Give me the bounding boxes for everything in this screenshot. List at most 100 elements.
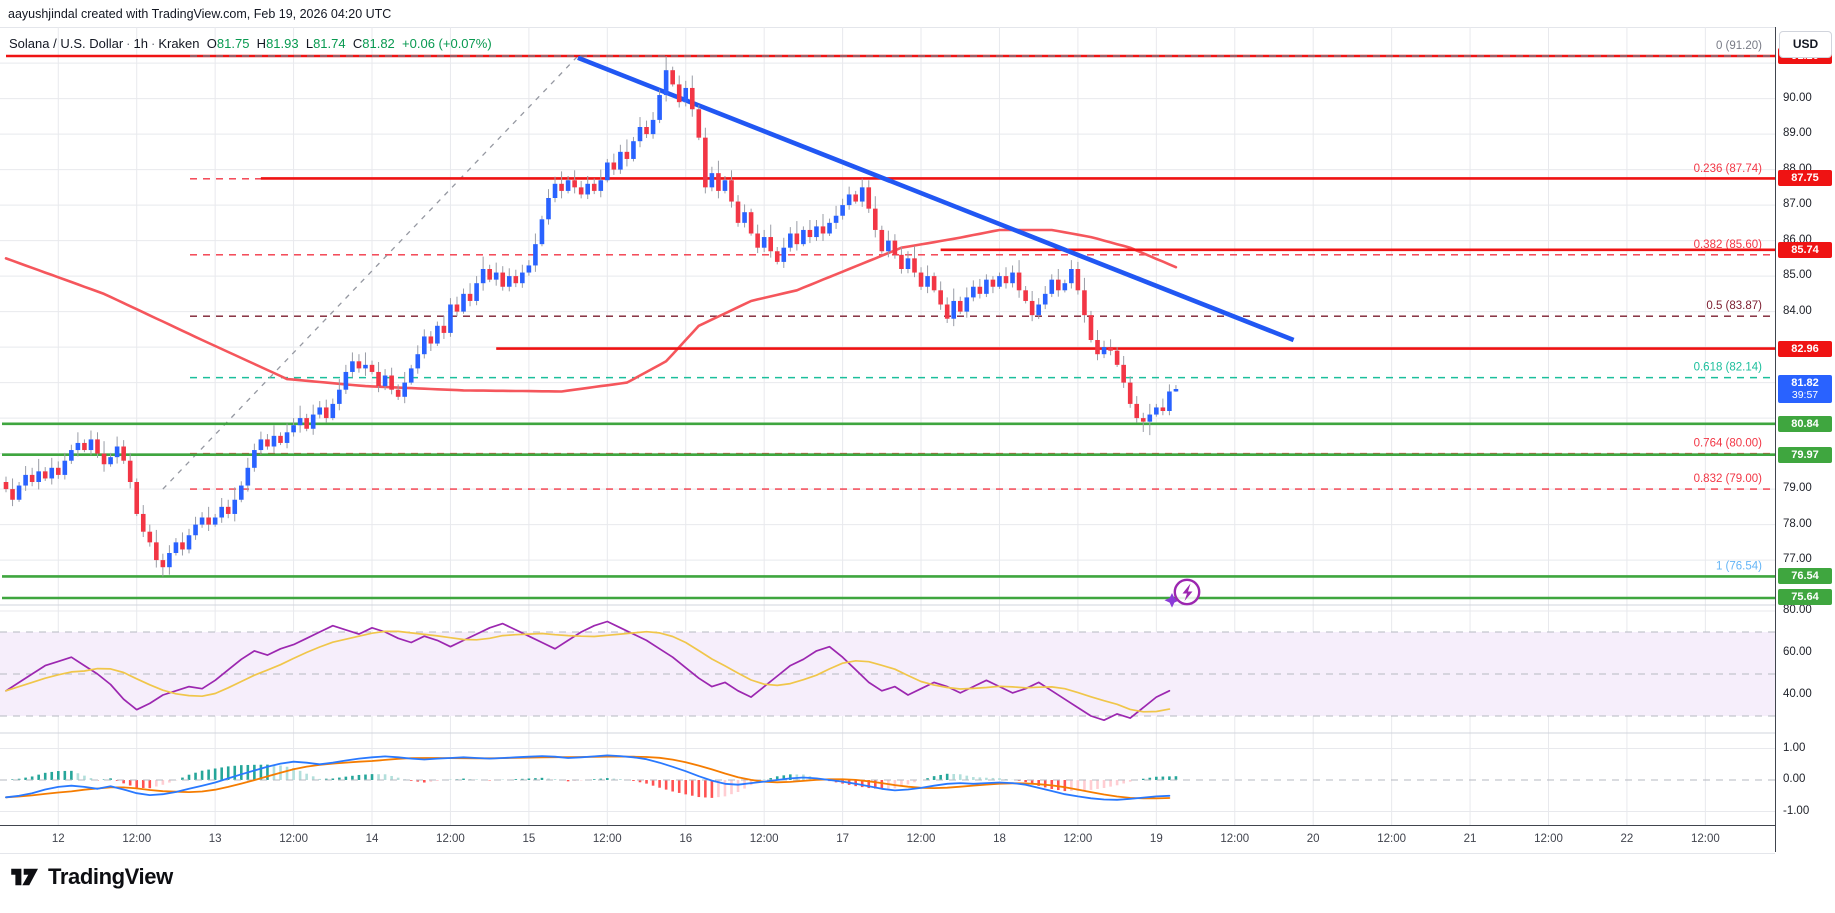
tradingview-logo[interactable]: TradingView xyxy=(10,864,173,890)
time-tick-label: 19 xyxy=(1149,833,1163,845)
candle-up xyxy=(461,293,466,312)
candle-up xyxy=(565,180,571,191)
tradingview-logo-text: TradingView xyxy=(48,864,173,889)
price-tick-label: 85.00 xyxy=(1783,269,1812,282)
moving-average-line xyxy=(4,228,1178,393)
candle-up xyxy=(219,506,224,518)
lightning-sticker-icon[interactable] xyxy=(1159,574,1205,619)
macd-tick-label: 1.00 xyxy=(1783,741,1806,754)
candle-down xyxy=(1121,364,1126,383)
candle-up xyxy=(637,127,643,142)
candle-up xyxy=(761,237,767,248)
fib-level-label: 0.764 (80.00) xyxy=(1694,438,1763,450)
price-level-badge: 85.74 xyxy=(1778,241,1832,258)
candle-up xyxy=(840,205,845,216)
candle-up xyxy=(310,414,316,429)
time-tick-label: 12:00 xyxy=(592,833,622,845)
candle-up xyxy=(709,173,715,188)
candle-up xyxy=(951,300,957,319)
candle-up xyxy=(363,364,368,369)
candle-up xyxy=(846,194,852,206)
ohlc-close-label: C xyxy=(352,36,363,51)
candle-up xyxy=(199,517,205,525)
candle-up xyxy=(886,240,891,252)
price-tick-label: 79.00 xyxy=(1783,482,1812,495)
candle-up xyxy=(36,471,41,482)
ohlc-close-value: 81.82 xyxy=(362,36,395,51)
candle-down xyxy=(807,229,813,238)
candle-down xyxy=(918,272,924,287)
candle-up xyxy=(173,542,179,553)
time-tick-label: 20 xyxy=(1306,833,1320,845)
candle-down xyxy=(101,453,107,465)
candle-down xyxy=(160,560,166,568)
candle-up xyxy=(833,215,839,223)
price-level-badge: 76.54 xyxy=(1778,568,1832,585)
candle-down xyxy=(1127,382,1133,404)
time-axis[interactable]: 12 12:00 13 12:00 14 12:00 15 12:00 16 12:00 17 12:… xyxy=(0,825,1775,854)
candle-down xyxy=(1095,340,1100,355)
symbol-name[interactable]: Solana / U.S. Dollar xyxy=(9,36,124,51)
candle-up xyxy=(964,297,970,312)
currency-toggle-button[interactable]: USD xyxy=(1779,31,1832,58)
tradingview-logo-icon xyxy=(11,868,38,886)
ohlc-high-label: H xyxy=(256,36,267,51)
candle-up xyxy=(108,457,113,465)
macd-tick-label: -1.00 xyxy=(1783,804,1810,817)
candle-down xyxy=(990,279,996,287)
price-tick-label: 78.00 xyxy=(1783,517,1812,530)
time-tick-label: 12:00 xyxy=(1063,833,1093,845)
candle-down xyxy=(376,371,381,387)
candle-up xyxy=(493,272,499,280)
candle-up xyxy=(650,119,656,135)
price-tick-label: 84.00 xyxy=(1783,304,1812,317)
price-level-badge: 82.96 xyxy=(1778,340,1832,357)
legend-separator: · xyxy=(126,36,131,51)
candle-up xyxy=(552,183,558,198)
candle-up xyxy=(598,180,604,191)
candle-down xyxy=(323,407,329,419)
fib-level-label: 0 (91.20) xyxy=(1716,40,1762,52)
chart-canvas-area[interactable]: 0 (91.20) 0.236 (87.74) 0.382 (85.60) 0.5 (… xyxy=(0,27,1775,825)
candle-up xyxy=(480,269,486,284)
macd-line xyxy=(5,754,1171,801)
candle-down xyxy=(513,276,519,284)
candle-down xyxy=(820,226,826,234)
candle-down xyxy=(611,162,617,170)
candle-down xyxy=(134,482,140,514)
candle-up xyxy=(245,467,251,486)
time-tick-label: 12:00 xyxy=(749,833,779,845)
ohlc-low-label: L xyxy=(305,36,314,51)
candle-down xyxy=(454,304,460,312)
candle-down xyxy=(748,212,754,234)
candle-up xyxy=(605,162,610,181)
candle-down xyxy=(689,87,695,110)
interval-label[interactable]: 1h xyxy=(133,36,148,51)
candle-up xyxy=(788,233,793,248)
price-level-badge: 75.64 xyxy=(1778,589,1832,605)
rsi-line xyxy=(5,620,1171,722)
candle-down xyxy=(500,272,506,287)
time-tick-label: 15 xyxy=(522,833,536,845)
legend-separator: · xyxy=(150,36,156,51)
candle-down xyxy=(774,251,780,262)
candle-up xyxy=(683,87,689,103)
candle-up xyxy=(742,212,747,223)
lightning-bolt-icon xyxy=(1182,583,1193,602)
price-axis[interactable]: USD 90.00 89.00 88.00 87.00 86.00 85.00 84.00 7… xyxy=(1775,27,1835,852)
candle-up xyxy=(408,368,414,383)
candle-up xyxy=(506,276,512,287)
candle-up xyxy=(1062,283,1068,291)
candle-down xyxy=(703,137,708,188)
candle-up xyxy=(382,375,388,387)
candle-up xyxy=(539,219,545,245)
candle-up xyxy=(75,442,81,451)
chart-canvas[interactable]: 0 (91.20) 0.236 (87.74) 0.382 (85.60) 0.5 (… xyxy=(0,27,1775,825)
candle-up xyxy=(859,187,865,202)
fib-level-label: 0.236 (87.74) xyxy=(1694,163,1763,175)
candle-up xyxy=(402,382,407,397)
time-tick-label: 12:00 xyxy=(122,833,152,845)
rsi-ma-line xyxy=(5,630,1171,713)
candle-down xyxy=(853,194,858,202)
candle-down xyxy=(735,201,741,223)
